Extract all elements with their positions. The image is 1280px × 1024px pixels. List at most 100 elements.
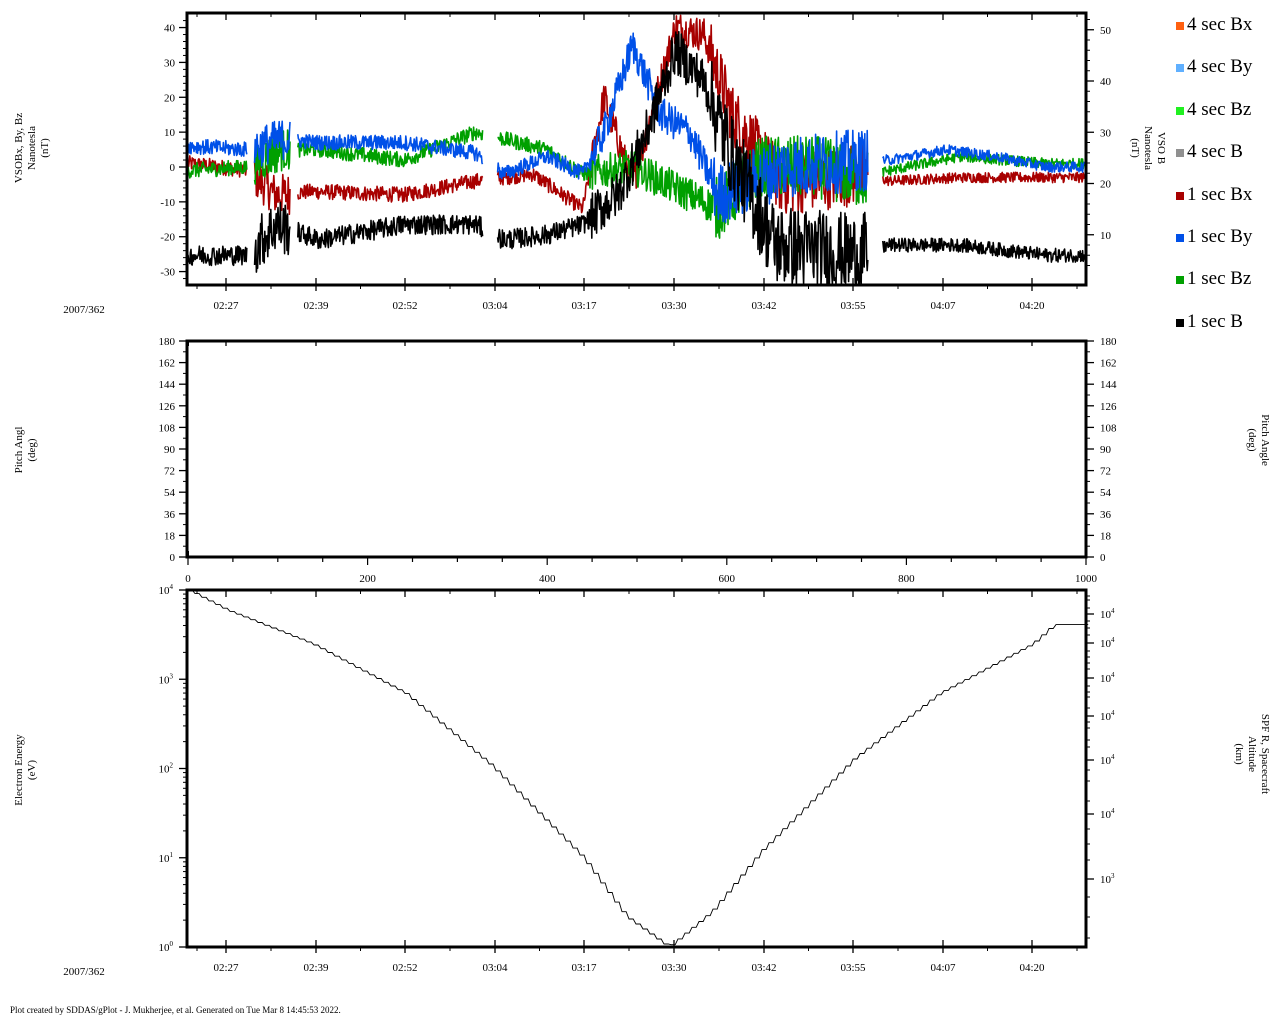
x-tick-label: 02:39 — [303, 962, 329, 974]
y-tick-label: 126 — [159, 401, 176, 413]
magnetic-field-panel: 40 30 20 10 0 -10 -20 -30 50 40 30 20 10 02:27 02:39 02… — [13, 11, 1167, 316]
altitude-curve — [188, 589, 1089, 946]
axis-label: Electron Energy(eV) — [13, 734, 38, 806]
y-right-tick-label: 104 — [1100, 807, 1115, 821]
x-tick-label: 200 — [359, 573, 376, 585]
y-tick-label: 30 — [164, 57, 176, 69]
x-tick-label: 02:39 — [303, 300, 329, 312]
axis-label: VSOBx, By, BzNanotesla(nT) — [13, 113, 51, 183]
y-tick-label: 18 — [164, 530, 176, 542]
y-tick-label: -30 — [160, 267, 175, 279]
x-tick-label: 03:17 — [571, 962, 597, 974]
legend-swatch-icon — [1176, 64, 1184, 73]
date-label: 2007/362 — [63, 966, 105, 978]
x-tick-label: 02:52 — [392, 962, 417, 974]
legend-swatch-icon — [1176, 318, 1184, 327]
y-right-tick-label: 104 — [1100, 636, 1115, 650]
x-tick-label: 04:07 — [930, 300, 956, 312]
y-right-tick-label: 18 — [1100, 530, 1112, 542]
legend: 4 sec Bx 4 sec By 4 sec Bz 4 sec B 1 sec… — [1176, 14, 1252, 353]
plot-frame — [185, 588, 1088, 949]
legend-item: 4 sec By — [1176, 56, 1252, 98]
x-tick-label: 04:20 — [1019, 300, 1045, 312]
y-right-tick-label: 72 — [1100, 466, 1111, 478]
y-tick-label: 10 — [164, 127, 176, 139]
y-tick-label: 102 — [159, 762, 174, 776]
y-right-tick-label: 162 — [1100, 358, 1117, 370]
electron-energy-panel: 104 103 102 101 100 104 104 104 104 104 104 103 02:2… — [13, 583, 1271, 978]
x-tick-label: 03:55 — [840, 962, 866, 974]
legend-item: 4 sec Bx — [1176, 14, 1252, 56]
y-tick-label: 0 — [170, 162, 176, 174]
y-tick-label: 0 — [170, 552, 176, 564]
x-tick-label: 03:42 — [751, 962, 776, 974]
legend-item: 4 sec Bz — [1176, 99, 1252, 141]
y-right-tick-label: 90 — [1100, 444, 1112, 456]
y-right-tick-label: 40 — [1100, 76, 1112, 88]
series-line — [187, 30, 1086, 285]
series-line — [187, 32, 1086, 223]
y-right-tick-label: 20 — [1100, 179, 1112, 191]
y-right-tick-label: 10 — [1100, 230, 1112, 242]
series-line — [187, 14, 1086, 215]
legend-item: 1 sec Bx — [1176, 184, 1252, 226]
y-right-tick-label: 108 — [1100, 422, 1117, 434]
y-tick-label: 162 — [159, 358, 176, 370]
y-right-tick-label: 126 — [1100, 401, 1117, 413]
legend-item: 1 sec Bz — [1176, 268, 1252, 310]
legend-swatch-icon — [1176, 233, 1184, 242]
x-tick-label: 600 — [719, 573, 736, 585]
axis-label: SPF R, SpacecraftAltitude(km) — [1233, 714, 1271, 794]
y-right-tick-label: 50 — [1100, 25, 1112, 37]
y-right-tick-label: 103 — [1100, 872, 1115, 886]
x-tick-label: 03:55 — [840, 300, 866, 312]
legend-swatch-icon — [1176, 276, 1184, 285]
x-tick-label: 03:30 — [661, 300, 687, 312]
y-tick-label: -10 — [160, 197, 175, 209]
y-right-tick-label: 104 — [1100, 709, 1115, 723]
legend-item: 1 sec By — [1176, 226, 1252, 268]
y-right-tick-label: 54 — [1100, 487, 1112, 499]
date-label: 2007/362 — [63, 304, 105, 316]
legend-swatch-icon — [1176, 106, 1184, 115]
y-tick-label: 101 — [159, 851, 174, 865]
legend-swatch-icon — [1176, 191, 1184, 200]
x-tick-label: 02:27 — [213, 962, 239, 974]
x-tick-label: 1000 — [1075, 573, 1098, 585]
x-tick-label: 03:04 — [482, 962, 508, 974]
series-line — [187, 126, 1086, 239]
y-tick-label: 100 — [159, 940, 174, 954]
y-right-tick-label: 30 — [1100, 127, 1112, 139]
x-tick-label: 03:04 — [482, 300, 508, 312]
x-tick-label: 02:52 — [392, 300, 417, 312]
x-tick-label: 04:07 — [930, 962, 956, 974]
y-tick-label: -20 — [160, 232, 175, 244]
y-tick-label: 40 — [164, 23, 176, 35]
plot-frame — [185, 11, 1088, 287]
plot-frame — [185, 339, 1088, 559]
x-tick-label: 03:30 — [661, 962, 687, 974]
x-tick-label: 800 — [898, 573, 915, 585]
y-tick-label: 103 — [159, 672, 174, 686]
y-tick-label: 180 — [159, 336, 176, 348]
legend-swatch-icon — [1176, 22, 1184, 30]
y-right-tick-label: 104 — [1100, 607, 1115, 621]
legend-item: 1 sec B — [1176, 311, 1252, 353]
y-right-tick-label: 36 — [1100, 509, 1112, 521]
legend-item: 4 sec B — [1176, 141, 1252, 183]
x-tick-label: 04:20 — [1019, 962, 1045, 974]
y-tick-label: 72 — [164, 466, 175, 478]
y-right-tick-label: 180 — [1100, 336, 1117, 348]
axis-label: VSO BNanotesla(nT) — [1129, 126, 1167, 170]
axis-label: Pitch Angl(deg) — [13, 427, 38, 474]
y-right-tick-label: 144 — [1100, 379, 1117, 391]
y-tick-label: 20 — [164, 92, 176, 104]
y-tick-label: 54 — [164, 487, 176, 499]
y-tick-label: 90 — [164, 444, 176, 456]
y-tick-label: 108 — [159, 422, 176, 434]
y-right-tick-label: 0 — [1100, 552, 1106, 564]
legend-swatch-icon — [1176, 149, 1184, 158]
x-tick-label: 400 — [539, 573, 556, 585]
x-tick-label: 0 — [185, 573, 191, 585]
